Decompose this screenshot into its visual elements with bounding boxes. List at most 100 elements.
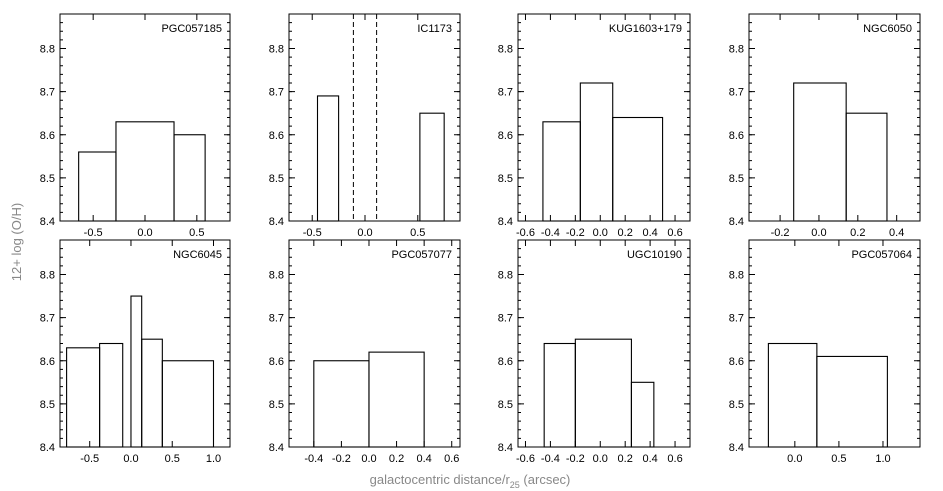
x-tick-label: 0.0	[123, 453, 138, 465]
x-tick-label: 0.5	[189, 227, 204, 239]
bar-2	[115, 121, 175, 222]
y-tick-label: 8.4	[40, 216, 55, 228]
y-tick-label: 8.8	[498, 270, 513, 282]
bar-2	[419, 112, 445, 222]
y-tick-label: 8.7	[498, 313, 513, 325]
bar-2	[579, 82, 614, 222]
x-tick-label: 0.0	[593, 227, 608, 239]
panel-title: IC1173	[417, 23, 452, 35]
bar-3	[130, 295, 143, 448]
bar-1	[316, 95, 340, 222]
x-tick-label: -0.5	[84, 227, 103, 239]
x-tick-label: 0.2	[389, 453, 404, 465]
x-tick-label: 1.0	[875, 453, 890, 465]
bar-5	[161, 360, 215, 448]
y-tick-label: 8.4	[729, 442, 744, 454]
bar-1	[313, 360, 370, 448]
x-tick-label: -0.2	[566, 227, 585, 239]
panel-4: -0.2 0.0 0.2 0.4 8.4 8.5 8.6 8.7 8.8 NGC6050	[729, 13, 921, 239]
panel-title: UGC10190	[627, 249, 682, 261]
x-tick-label: 0.0	[357, 227, 372, 239]
bar-3	[630, 381, 655, 448]
y-tick-label: 8.6	[498, 130, 513, 142]
x-tick-label: 0.4	[889, 227, 904, 239]
x-tick-label: -0.6	[516, 453, 535, 465]
panel-3: -0.6 -0.4 -0.2 0.0 0.2 0.4 0.6 8.4 8.5 8.6 8.7 8.8 K…	[498, 13, 691, 239]
x-tick-label: 0.6	[444, 453, 459, 465]
x-tick-label: 0.6	[667, 227, 682, 239]
y-tick-label: 8.6	[729, 356, 744, 368]
y-tick-label: 8.5	[269, 399, 284, 411]
y-tick-label: 8.4	[498, 442, 513, 454]
x-tick-label: 0.4	[642, 227, 657, 239]
y-tick-label: 8.4	[729, 216, 744, 228]
plot-frame	[59, 239, 231, 448]
panel-7: -0.6 -0.4 -0.2 0.0 0.2 0.4 0.6 8.4 8.5 8.6 8.7 8.8 U…	[498, 239, 691, 465]
x-tick-label: 0.0	[137, 227, 152, 239]
x-axis-title-sub: 25	[510, 480, 520, 490]
y-tick-label: 8.8	[729, 44, 744, 56]
bar-1	[542, 121, 581, 222]
plot-frame	[288, 13, 461, 222]
x-tick-label: -0.5	[303, 227, 322, 239]
x-tick-label: -0.2	[566, 453, 585, 465]
plot-frame	[517, 13, 691, 222]
y-tick-label: 8.8	[729, 270, 744, 282]
x-tick-label: -0.4	[541, 227, 560, 239]
y-tick-label: 8.6	[498, 356, 513, 368]
y-tick-label: 8.4	[40, 442, 55, 454]
x-tick-label: 1.0	[206, 453, 221, 465]
bar-1	[66, 347, 101, 448]
panel-title: PGC057064	[851, 249, 912, 261]
y-tick-label: 8.8	[40, 270, 55, 282]
bar-1	[543, 342, 576, 448]
y-tick-label: 8.8	[40, 44, 55, 56]
panel-1: -0.5 0.0 0.5 8.4 8.5 8.6 8.7 8.8 PGC057185	[40, 13, 231, 239]
y-tick-label: 8.5	[498, 399, 513, 411]
x-tick-label: -0.2	[771, 227, 790, 239]
x-tick-label: 0.0	[593, 453, 608, 465]
bar-2	[845, 112, 888, 222]
y-tick-label: 8.7	[269, 313, 284, 325]
y-tick-label: 8.5	[729, 399, 744, 411]
x-tick-label: 0.5	[410, 227, 425, 239]
panel-8: 0.0 0.5 1.0 8.4 8.5 8.6 8.7 8.8 PGC057064	[729, 239, 921, 465]
y-tick-label: 8.7	[40, 313, 55, 325]
y-tick-label: 8.5	[40, 173, 55, 185]
panel-2: -0.5 0.0 0.5 8.4 8.5 8.6 8.7 8.8 IC1173	[269, 13, 461, 239]
bar-1	[793, 82, 847, 222]
bar-2	[99, 342, 124, 448]
x-tick-label: 0.6	[667, 453, 682, 465]
y-tick-label: 8.8	[269, 44, 284, 56]
y-tick-label: 8.7	[269, 87, 284, 99]
x-tick-label: -0.6	[516, 227, 535, 239]
x-tick-label: 0.4	[416, 453, 431, 465]
panel-6: -0.4 -0.2 0.0 0.2 0.4 0.6 8.4 8.5 8.6 8.7 8.8 PGC05…	[269, 239, 461, 465]
panel-title: PGC057185	[161, 23, 222, 35]
x-tick-label: 0.5	[831, 453, 846, 465]
bar-1	[78, 151, 117, 222]
y-tick-label: 8.7	[40, 87, 55, 99]
x-tick-label: 0.2	[618, 453, 633, 465]
y-tick-label: 8.5	[40, 399, 55, 411]
x-tick-label: 0.0	[361, 453, 376, 465]
x-axis-title-main: galactocentric distance/r	[370, 472, 511, 487]
x-tick-label: 0.2	[618, 227, 633, 239]
bar-2	[816, 355, 888, 448]
x-tick-label: -0.4	[541, 453, 560, 465]
panel-title: NGC6045	[173, 249, 222, 261]
y-tick-label: 8.6	[269, 356, 284, 368]
y-tick-label: 8.5	[498, 173, 513, 185]
y-tick-label: 8.5	[269, 173, 284, 185]
y-tick-label: 8.7	[729, 313, 744, 325]
y-tick-label: 8.6	[40, 130, 55, 142]
bar-3	[173, 134, 206, 222]
x-tick-label: 0.0	[787, 453, 802, 465]
bar-2	[368, 351, 425, 448]
panel-5: -0.5 0.0 0.5 1.0 8.4 8.5 8.6 8.7 8.8 NGC6045	[40, 239, 231, 465]
x-axis-title-unit: (arcsec)	[520, 472, 571, 487]
plot-frame	[59, 13, 231, 222]
y-tick-label: 8.5	[729, 173, 744, 185]
y-tick-label: 8.6	[269, 130, 284, 142]
bar-2	[574, 338, 632, 448]
